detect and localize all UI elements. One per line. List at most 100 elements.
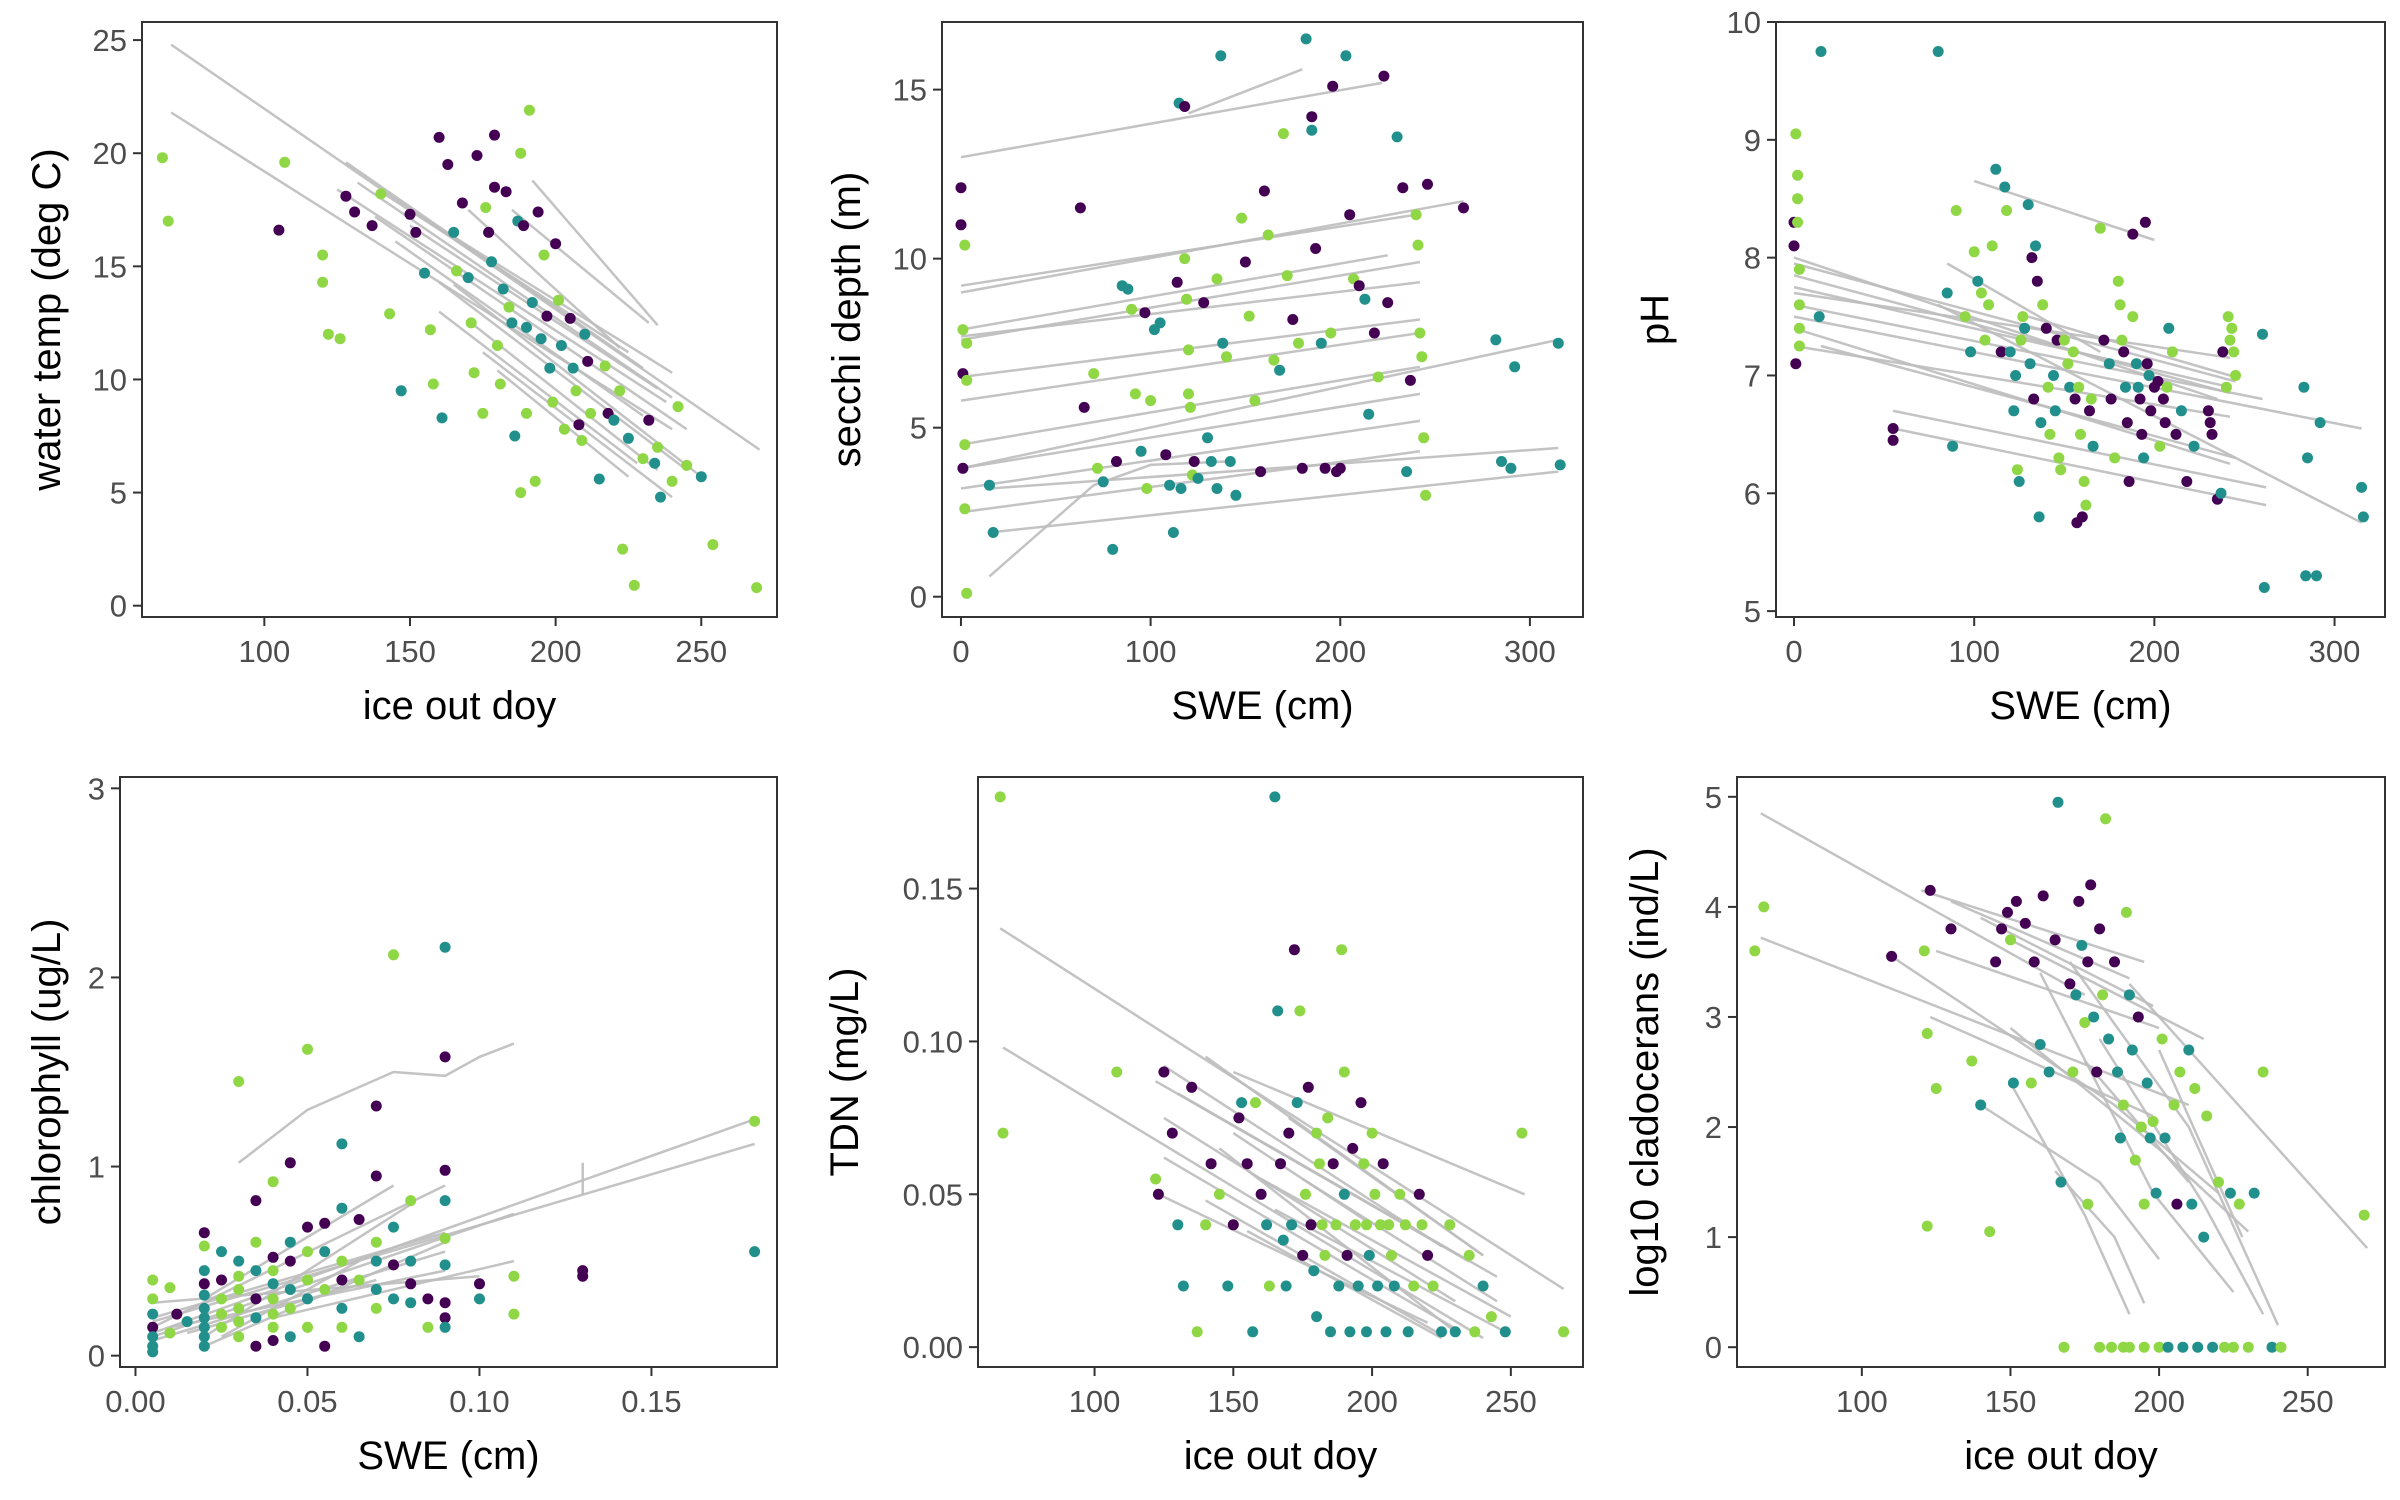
data-point xyxy=(523,104,535,116)
data-point xyxy=(216,1321,227,1333)
data-point xyxy=(2224,334,2236,346)
panel-border xyxy=(1775,21,2386,618)
data-point xyxy=(483,226,495,238)
data-point xyxy=(1088,368,1100,380)
data-point xyxy=(2004,346,2016,358)
data-point xyxy=(2076,511,2088,523)
x-tick-label: 250 xyxy=(2282,1384,2334,1419)
data-point xyxy=(370,1284,382,1295)
data-point xyxy=(162,215,174,227)
data-point xyxy=(1325,1326,1336,1338)
data-point xyxy=(439,1164,451,1176)
panel-border xyxy=(141,21,778,618)
fit-line xyxy=(1288,1116,1484,1257)
data-point xyxy=(1412,239,1424,251)
data-point xyxy=(1191,1326,1203,1338)
fit-line xyxy=(1793,274,2231,395)
fit-line xyxy=(272,1259,515,1320)
data-point xyxy=(2217,346,2229,358)
fit-line xyxy=(989,470,1559,534)
data-point xyxy=(2168,1099,2180,1111)
data-points xyxy=(1749,796,2370,1353)
fit-line xyxy=(960,81,1383,159)
data-point xyxy=(1287,314,1299,325)
panel-border xyxy=(977,776,1584,1368)
data-point xyxy=(2130,358,2142,370)
y-tick-label: 8 xyxy=(1744,241,1761,276)
data-point xyxy=(2043,1066,2055,1078)
fit-line xyxy=(1793,327,2231,465)
y-tick-label: 0.10 xyxy=(903,1024,963,1059)
data-point xyxy=(1107,543,1119,555)
data-point xyxy=(1338,1066,1350,1078)
data-point xyxy=(1200,1219,1212,1231)
data-point xyxy=(1316,1219,1328,1231)
data-point xyxy=(1078,401,1090,413)
data-point xyxy=(1236,212,1248,224)
data-point xyxy=(582,355,594,367)
data-point xyxy=(405,1195,417,1207)
data-point xyxy=(1413,1188,1425,1200)
data-point xyxy=(1230,489,1242,501)
data-point xyxy=(666,475,678,487)
data-point xyxy=(1388,1280,1400,1292)
data-point xyxy=(1383,1219,1395,1231)
data-point xyxy=(2118,346,2130,358)
data-point xyxy=(334,333,346,345)
data-point xyxy=(550,238,562,250)
y-tick-label: 0.00 xyxy=(903,1330,963,1365)
data-point xyxy=(1097,476,1109,488)
fit-line xyxy=(1232,1132,1373,1226)
data-point xyxy=(1986,240,1998,252)
data-point xyxy=(1408,1280,1420,1292)
data-point xyxy=(2013,476,2025,487)
data-point xyxy=(1361,1326,1372,1338)
fit-lines xyxy=(1793,179,2363,524)
data-point xyxy=(147,1308,159,1320)
data-point xyxy=(2084,405,2095,417)
data-point xyxy=(652,441,664,453)
data-point xyxy=(2206,428,2218,440)
fit-line xyxy=(203,1203,412,1338)
panel-tdn: 100 150 200 250 0.00 0.05 0.10 0.15 ice out doy T… xyxy=(823,776,1584,1478)
data-point xyxy=(1333,1280,1345,1292)
data-point xyxy=(353,1274,365,1286)
data-point xyxy=(2174,1066,2186,1078)
data-point xyxy=(2138,1198,2150,1210)
data-point xyxy=(1918,945,1930,957)
data-point xyxy=(1294,1005,1306,1017)
fit-line xyxy=(2098,1038,2265,1315)
data-point xyxy=(1399,1219,1411,1231)
data-point xyxy=(1247,1326,1259,1338)
data-point xyxy=(2037,299,2049,311)
data-point xyxy=(1205,1158,1217,1170)
data-point xyxy=(2152,375,2164,387)
data-point xyxy=(1995,346,2007,358)
data-point xyxy=(1361,1219,1372,1231)
data-point xyxy=(1179,253,1191,265)
data-point xyxy=(1308,1265,1320,1277)
data-point xyxy=(1999,181,2011,193)
y-tick-label: 3 xyxy=(88,771,105,806)
data-point xyxy=(526,297,538,308)
data-point xyxy=(1930,1083,1942,1094)
fit-line xyxy=(1890,955,2220,1195)
data-point xyxy=(2153,1341,2165,1353)
data-point xyxy=(2141,1077,2153,1089)
data-point xyxy=(451,265,463,277)
data-point xyxy=(1141,483,1153,494)
data-point xyxy=(405,1255,417,1267)
data-point xyxy=(317,276,329,288)
data-point xyxy=(1310,243,1322,254)
data-point xyxy=(2076,939,2088,951)
data-point xyxy=(1255,1188,1267,1200)
data-point xyxy=(1924,884,1936,896)
y-tick-label: 5 xyxy=(1744,594,1761,629)
data-point xyxy=(1341,1249,1353,1261)
data-point xyxy=(1311,1311,1323,1323)
panel-border xyxy=(119,776,778,1368)
data-point xyxy=(2058,1341,2070,1353)
data-points xyxy=(156,104,763,594)
data-point xyxy=(366,220,378,232)
data-point xyxy=(1315,337,1327,349)
